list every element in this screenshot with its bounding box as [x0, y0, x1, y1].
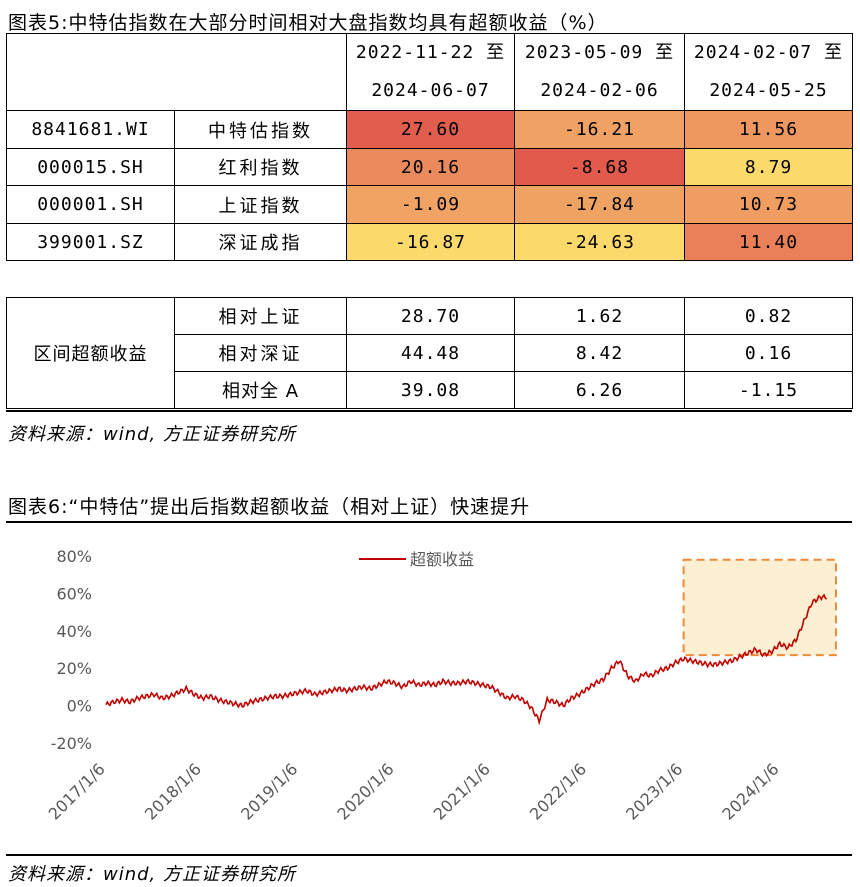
- excess-name: 相对全 A: [174, 371, 347, 409]
- table-row: 000001.SH 上证指数 -1.09 -17.84 10.73: [6, 185, 853, 224]
- table-row: 区间超额收益 相对上证 28.70 1.62 0.82: [6, 297, 853, 409]
- x-tick-label: 2017/1/6: [45, 759, 109, 823]
- figure6-source: 资料来源：wind, 方正证券研究所: [8, 864, 296, 885]
- x-tick-label: 2023/1/6: [622, 759, 686, 823]
- table-bottom-rule: [6, 410, 852, 412]
- header-blank: [6, 33, 347, 111]
- heat-cell: -1.09: [346, 185, 515, 224]
- index-name: 深证成指: [174, 223, 347, 261]
- y-tick-label: -20%: [51, 734, 92, 753]
- excess-value: 0.16: [684, 334, 853, 372]
- x-tick-label: 2024/1/6: [718, 759, 782, 823]
- excess-value: 28.70: [346, 297, 515, 335]
- table-row: 相对全 A 39.08 6.26 -1.15: [7, 371, 853, 409]
- figure5-title: 图表5:中特估指数在大部分时间相对大盘指数均具有超额收益（%）: [8, 12, 608, 34]
- excess-value: 0.82: [684, 297, 853, 335]
- heat-cell: -16.21: [514, 110, 685, 149]
- y-tick-label: 40%: [56, 622, 92, 641]
- table-spacer: [7, 261, 853, 298]
- highlight-box: [682, 558, 837, 657]
- period-end: 2024-06-07: [371, 80, 490, 101]
- excess-value: 44.48: [346, 334, 515, 372]
- heat-cell: 20.16: [346, 148, 515, 186]
- index-name: 红利指数: [174, 148, 347, 186]
- index-name: 中特估指数: [174, 110, 347, 149]
- legend: 超额收益: [359, 550, 474, 569]
- excess-return-chart: 80% 60% 40% 20% 0% -20% 2017/1/6 2018/1/6 2019/…: [45, 547, 837, 824]
- period-end: 2024-02-06: [540, 80, 659, 101]
- excess-name: 相对上证: [174, 297, 347, 335]
- heat-cell: 27.60: [346, 110, 515, 149]
- y-tick-label: 0%: [67, 697, 92, 716]
- table-row: 399001.SZ 深证成指 -16.87 -24.63 11.40: [6, 223, 853, 261]
- y-tick-label: 60%: [56, 584, 92, 603]
- chart-bottom-rule: [6, 854, 852, 856]
- heat-cell: -24.63: [514, 223, 685, 261]
- period-start: 2023-05-09 至: [524, 42, 675, 63]
- heat-cell: 11.56: [684, 110, 853, 149]
- y-tick-label: 80%: [56, 547, 92, 566]
- period-start: 2024-02-07 至: [693, 42, 844, 63]
- excess-value: 1.62: [514, 297, 685, 335]
- y-tick-label: 20%: [56, 659, 92, 678]
- period-start: 2022-11-22 至: [355, 42, 506, 63]
- excess-value: 6.26: [514, 371, 685, 409]
- table-row: 相对深证 44.48 8.42 0.16: [7, 334, 853, 372]
- x-tick-label: 2019/1/6: [237, 759, 301, 823]
- heat-cell: 10.73: [684, 185, 853, 224]
- heat-cell: -8.68: [514, 148, 685, 186]
- legend-label: 超额收益: [410, 550, 474, 569]
- index-code: 000001.SH: [6, 185, 175, 224]
- x-tick-label: 2022/1/6: [526, 759, 590, 823]
- period-header: 2022-11-22 至 2024-06-07: [346, 33, 515, 111]
- figure5-source: 资料来源：wind, 方正证券研究所: [8, 424, 296, 445]
- excess-value: 39.08: [346, 371, 515, 409]
- heat-cell: -16.87: [346, 223, 515, 261]
- index-code: 8841681.WI: [6, 110, 175, 149]
- excess-label: 区间超额收益: [6, 297, 175, 409]
- excess-return-table: 2022-11-22 至 2024-06-07 2023-05-09 至 202…: [6, 33, 853, 409]
- table-header-row: 2022-11-22 至 2024-06-07 2023-05-09 至 202…: [6, 33, 853, 111]
- period-header: 2024-02-07 至 2024-05-25: [684, 33, 853, 111]
- figure6-title: 图表6:“中特估”提出后指数超额收益（相对上证）快速提升: [8, 496, 531, 518]
- y-axis: 80% 60% 40% 20% 0% -20%: [51, 547, 92, 753]
- period-header: 2023-05-09 至 2024-02-06: [514, 33, 685, 111]
- chart-top-rule: [6, 521, 852, 523]
- index-code: 000015.SH: [6, 148, 175, 186]
- period-end: 2024-05-25: [709, 80, 828, 101]
- excess-name: 相对深证: [174, 334, 347, 372]
- excess-value: -1.15: [684, 371, 853, 409]
- x-tick-label: 2020/1/6: [333, 759, 397, 823]
- heat-cell: 8.79: [684, 148, 853, 186]
- x-tick-label: 2021/1/6: [430, 759, 494, 823]
- x-tick-label: 2018/1/6: [141, 759, 205, 823]
- excess-value: 8.42: [514, 334, 685, 372]
- heat-cell: -17.84: [514, 185, 685, 224]
- spacer-cell: [7, 261, 853, 298]
- series-line: [105, 593, 828, 726]
- heat-cell: 11.40: [684, 223, 853, 261]
- table-row: 8841681.WI 中特估指数 27.60 -16.21 11.56: [6, 110, 853, 149]
- index-name: 上证指数: [174, 185, 347, 224]
- table-row: 000015.SH 红利指数 20.16 -8.68 8.79: [6, 148, 853, 186]
- x-axis: 2017/1/6 2018/1/6 2019/1/6 2020/1/6 2021/1/6…: [45, 759, 783, 823]
- index-code: 399001.SZ: [6, 223, 175, 261]
